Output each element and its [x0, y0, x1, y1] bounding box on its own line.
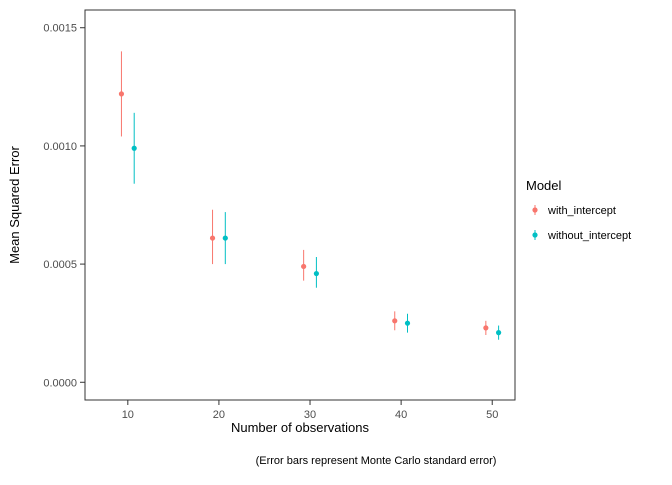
- data-point: [131, 145, 137, 151]
- x-tick-label: 10: [122, 409, 134, 421]
- legend-key-point: [532, 207, 538, 213]
- data-marks: [118, 51, 502, 340]
- x-tick-label: 50: [486, 409, 498, 421]
- data-point: [222, 235, 228, 241]
- x-axis-title: Number of observations: [231, 420, 370, 435]
- legend-title: Model: [526, 178, 562, 193]
- legend-label: with_intercept: [547, 205, 616, 217]
- panel-border: [84, 9, 516, 401]
- data-point: [313, 270, 319, 277]
- data-point: [404, 320, 411, 326]
- data-point: [483, 325, 489, 331]
- data-point: [301, 263, 307, 270]
- data-point: [118, 91, 125, 97]
- data-point: [496, 330, 502, 336]
- plot-panel: [84, 9, 516, 401]
- y-tick-label: 0.0015: [43, 23, 77, 35]
- x-tick-label: 40: [395, 409, 407, 421]
- legend-key-point: [532, 232, 538, 238]
- y-tick-label: 0.0010: [43, 141, 77, 153]
- x-tick-label: 30: [304, 409, 316, 421]
- x-tick-label: 20: [213, 409, 225, 421]
- legend-label: without_intercept: [547, 230, 631, 242]
- caption: (Error bars represent Monte Carlo standa…: [256, 455, 497, 467]
- legend-items: with_intercept without_intercept: [532, 205, 631, 242]
- legend-item-with_intercept: with_intercept: [532, 205, 616, 217]
- legend: Model with_intercept without_intercept: [526, 178, 631, 242]
- y-axis-title: Mean Squared Error: [7, 145, 22, 263]
- data-point: [209, 235, 216, 241]
- data-point: [392, 318, 398, 324]
- axis-ticks: 0.0000 0.0005 0.0010 0.0015 10 20 30 40 50: [43, 23, 498, 421]
- legend-item-without_intercept: without_intercept: [532, 230, 631, 242]
- y-tick-label: 0.0005: [43, 259, 77, 271]
- y-tick-label: 0.0000: [43, 377, 77, 389]
